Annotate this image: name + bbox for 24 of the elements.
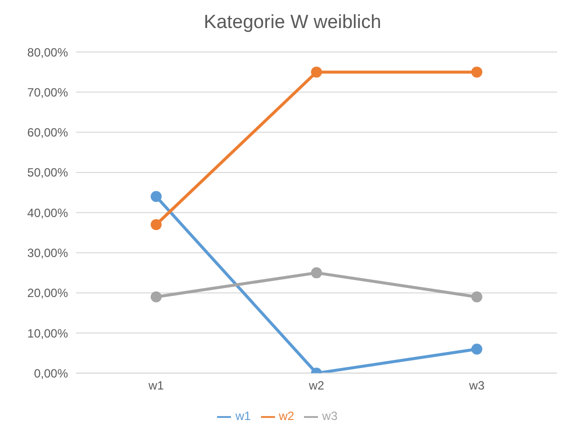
point <box>311 267 322 278</box>
point <box>150 291 162 302</box>
y-tick-label: 30,00% <box>27 246 68 260</box>
y-tick-label: 20,00% <box>27 286 68 300</box>
point <box>471 66 482 78</box>
chart-title: Kategorie W weiblich <box>202 11 382 35</box>
x-tick-label: w1 <box>147 378 164 393</box>
point <box>150 219 162 230</box>
y-tick-label: 40,00% <box>27 206 68 220</box>
point <box>471 291 482 302</box>
y-tick-label: 10,00% <box>27 326 68 340</box>
y-tick-label: 0,00% <box>34 366 68 380</box>
x-tick-label: w3 <box>468 378 485 393</box>
y-tick-label: 80,00% <box>27 45 68 60</box>
y-tick-label: 50,00% <box>27 166 68 180</box>
point <box>471 344 482 355</box>
legend-label: w3 <box>322 409 338 424</box>
x-tick-label: w2 <box>308 378 324 393</box>
y-tick-label: 70,00% <box>27 85 68 100</box>
point <box>150 191 162 202</box>
legend-label: w2 <box>278 409 294 424</box>
point <box>311 66 322 78</box>
y-tick-label: 60,00% <box>27 126 68 140</box>
legend-label: w1 <box>235 409 251 424</box>
